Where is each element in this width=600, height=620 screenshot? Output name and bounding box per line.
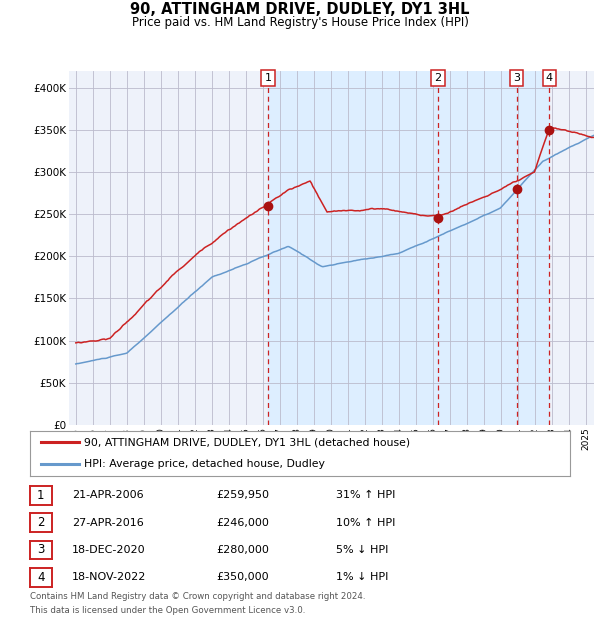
Text: 18-DEC-2020: 18-DEC-2020 <box>72 545 146 555</box>
Text: 1: 1 <box>265 73 271 83</box>
Text: 2: 2 <box>37 516 44 529</box>
Text: 18-NOV-2022: 18-NOV-2022 <box>72 572 146 582</box>
Text: HPI: Average price, detached house, Dudley: HPI: Average price, detached house, Dudl… <box>84 459 325 469</box>
Text: 1% ↓ HPI: 1% ↓ HPI <box>336 572 388 582</box>
Text: Contains HM Land Registry data © Crown copyright and database right 2024.: Contains HM Land Registry data © Crown c… <box>30 592 365 601</box>
Bar <box>268 71 550 425</box>
Text: 1: 1 <box>37 489 44 502</box>
Text: 4: 4 <box>37 571 44 583</box>
Text: 4: 4 <box>546 73 553 83</box>
Text: £350,000: £350,000 <box>216 572 269 582</box>
Text: 3: 3 <box>514 73 520 83</box>
Text: 2: 2 <box>434 73 442 83</box>
Text: 90, ATTINGHAM DRIVE, DUDLEY, DY1 3HL: 90, ATTINGHAM DRIVE, DUDLEY, DY1 3HL <box>130 2 470 17</box>
Text: £246,000: £246,000 <box>216 518 269 528</box>
Text: 27-APR-2016: 27-APR-2016 <box>72 518 144 528</box>
Text: 21-APR-2006: 21-APR-2006 <box>72 490 143 500</box>
Text: 31% ↑ HPI: 31% ↑ HPI <box>336 490 395 500</box>
Text: Price paid vs. HM Land Registry's House Price Index (HPI): Price paid vs. HM Land Registry's House … <box>131 16 469 29</box>
Text: £259,950: £259,950 <box>216 490 269 500</box>
Text: 90, ATTINGHAM DRIVE, DUDLEY, DY1 3HL (detached house): 90, ATTINGHAM DRIVE, DUDLEY, DY1 3HL (de… <box>84 437 410 447</box>
Text: £280,000: £280,000 <box>216 545 269 555</box>
Text: This data is licensed under the Open Government Licence v3.0.: This data is licensed under the Open Gov… <box>30 606 305 615</box>
Text: 10% ↑ HPI: 10% ↑ HPI <box>336 518 395 528</box>
Text: 5% ↓ HPI: 5% ↓ HPI <box>336 545 388 555</box>
Text: 3: 3 <box>37 544 44 556</box>
